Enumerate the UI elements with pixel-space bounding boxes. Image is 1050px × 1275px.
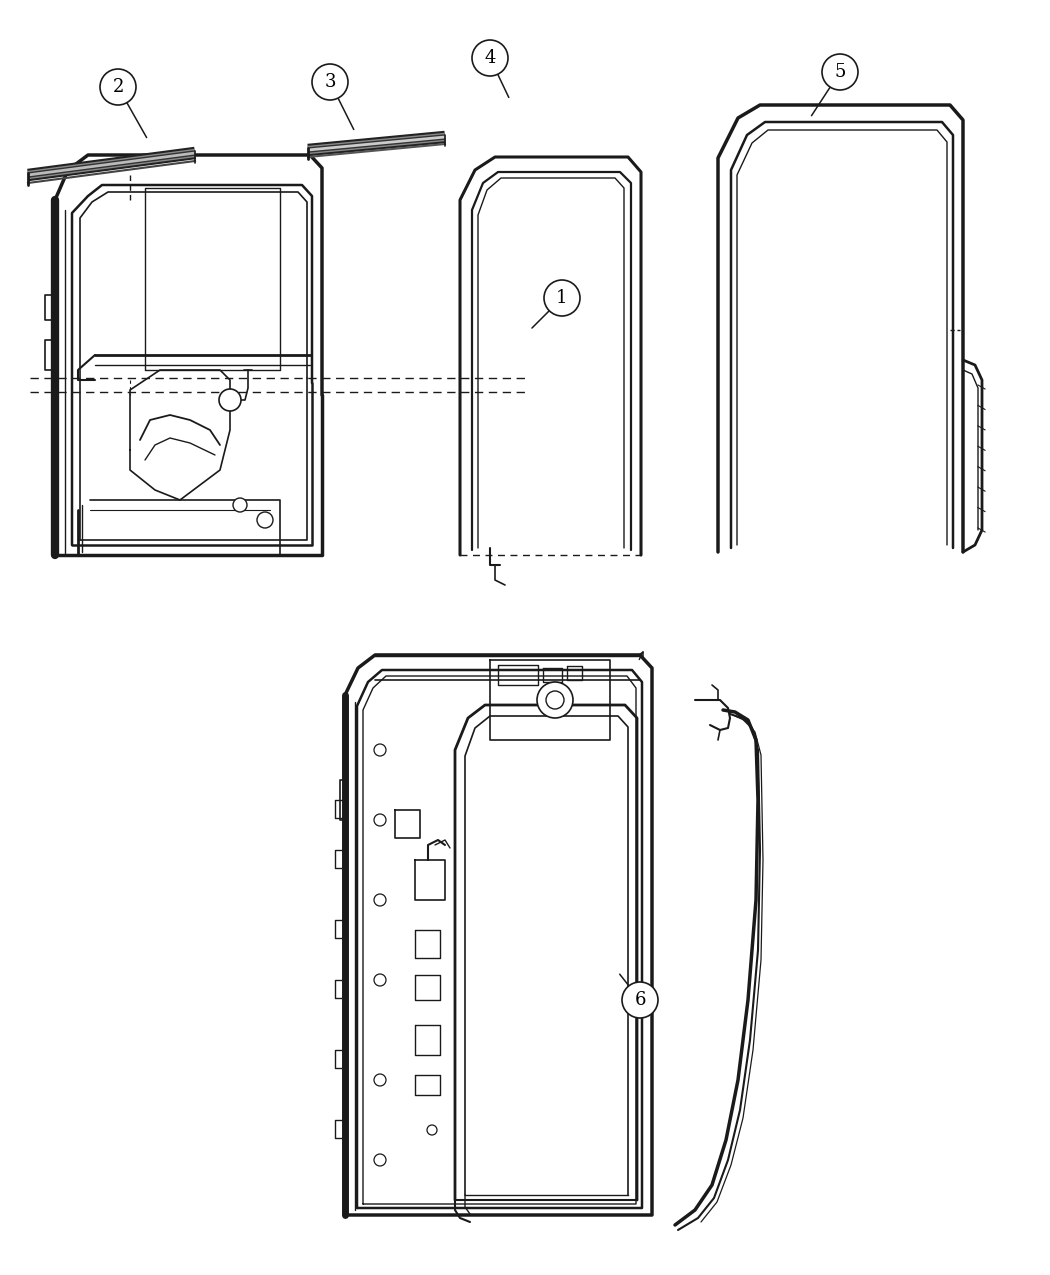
Circle shape bbox=[374, 974, 386, 986]
Circle shape bbox=[374, 1154, 386, 1167]
Circle shape bbox=[374, 894, 386, 907]
Circle shape bbox=[544, 280, 580, 316]
Circle shape bbox=[622, 982, 658, 1017]
Text: 4: 4 bbox=[484, 48, 496, 68]
Circle shape bbox=[312, 64, 348, 99]
Circle shape bbox=[472, 40, 508, 76]
Circle shape bbox=[822, 54, 858, 91]
Circle shape bbox=[546, 691, 564, 709]
Circle shape bbox=[219, 389, 242, 411]
Circle shape bbox=[374, 813, 386, 826]
Circle shape bbox=[374, 1074, 386, 1086]
Text: 5: 5 bbox=[835, 62, 845, 82]
Text: 2: 2 bbox=[112, 78, 124, 96]
Circle shape bbox=[233, 499, 247, 513]
Circle shape bbox=[537, 682, 573, 718]
Circle shape bbox=[100, 69, 136, 105]
Text: 6: 6 bbox=[634, 991, 646, 1009]
Circle shape bbox=[257, 513, 273, 528]
Text: 1: 1 bbox=[556, 289, 568, 307]
Text: 3: 3 bbox=[324, 73, 336, 91]
Circle shape bbox=[427, 1125, 437, 1135]
Circle shape bbox=[374, 745, 386, 756]
